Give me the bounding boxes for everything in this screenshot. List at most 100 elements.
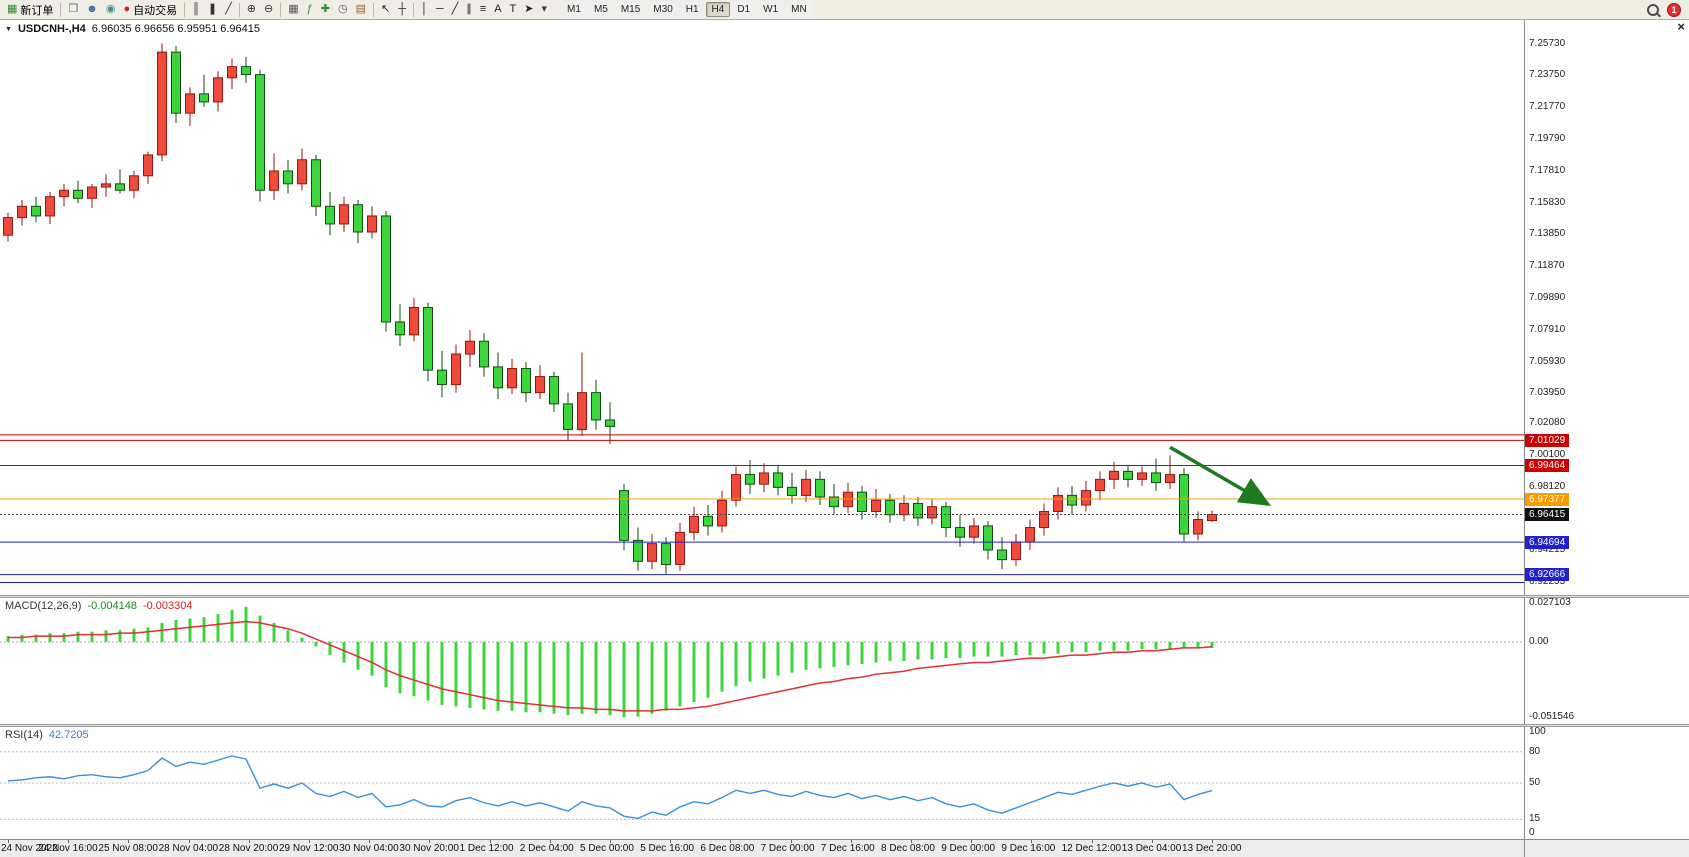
arrows-tool-icon: ➤: [524, 3, 534, 15]
time-label: 5 Dec 00:00: [580, 843, 634, 854]
time-label: 7 Dec 16:00: [820, 843, 875, 854]
chart-close-icon[interactable]: ×: [1677, 19, 1685, 34]
main-chart-canvas[interactable]: [0, 20, 1524, 595]
price-tick-label: 7.00100: [1529, 449, 1566, 461]
price-tick-label: 7.05930: [1529, 355, 1566, 367]
time-label: 2 Dec 04:00: [519, 843, 574, 854]
time-label: 30 Nov 20:00: [399, 843, 459, 854]
time-tick: [1031, 840, 1033, 843]
timeframe-m1[interactable]: M1: [561, 2, 587, 17]
time-tick: [911, 840, 912, 843]
indicators-button[interactable]: ƒ: [303, 1, 317, 18]
timeframe-h1[interactable]: H1: [679, 2, 705, 17]
channel-button[interactable]: ∥: [462, 1, 476, 18]
time-tick: [8, 840, 9, 843]
time-label: 13 Dec 04:00: [1121, 843, 1182, 854]
price-level-badge: 6.99464: [1525, 458, 1570, 472]
zoom-in-button[interactable]: ⊕: [243, 1, 260, 18]
macd-canvas[interactable]: [0, 598, 1524, 724]
new-order-button-label: 新订单: [20, 4, 54, 17]
timeframe-d1[interactable]: D1: [731, 2, 757, 17]
macd-row: MACD(12,26,9) -0.004148 -0.003304 0.0271…: [0, 598, 1689, 724]
cursor-icon: ↖: [380, 3, 391, 15]
time-tick: [188, 840, 190, 843]
chart-title: ▼ USDCNH-,H4 6.96035 6.96656 6.95951 6.9…: [5, 23, 260, 35]
trendline-button[interactable]: ╱: [448, 1, 463, 18]
chart-window-icon: ❐: [68, 3, 79, 15]
price-tick-label: 7.21770: [1529, 101, 1566, 113]
price-level-badge: 6.94694: [1525, 535, 1570, 549]
text-label-button[interactable]: T: [506, 1, 521, 18]
notification-badge[interactable]: 1: [1667, 2, 1681, 17]
rsi-tick-label: 100: [1529, 727, 1546, 737]
time-tick: [128, 840, 130, 843]
rsi-plot[interactable]: RSI(14) 42.7205: [0, 727, 1524, 839]
macd-plot[interactable]: MACD(12,26,9) -0.004148 -0.003304: [0, 598, 1524, 724]
price-level-badge: 6.97377: [1525, 492, 1570, 506]
time-label: 12 Dec 12:00: [1061, 843, 1122, 854]
objects-dropdown-button[interactable]: ▾: [538, 1, 552, 18]
timeframe-h4[interactable]: H4: [705, 2, 731, 17]
auto-trading-icon: ●: [123, 3, 131, 15]
time-label: 8 Dec 08:00: [881, 843, 935, 854]
timeframe-m15[interactable]: M15: [614, 2, 647, 17]
trendline-icon: ╱: [451, 3, 459, 15]
chevron-down-icon: ▾: [541, 3, 548, 15]
price-tick-label: 7.11870: [1529, 260, 1565, 272]
toolbar-separator: [184, 2, 186, 17]
text-button[interactable]: A: [490, 1, 505, 18]
panel-splitter[interactable]: [0, 724, 1689, 727]
panel-splitter[interactable]: [0, 595, 1689, 598]
new-order-button[interactable]: ▦ 新订单: [3, 1, 57, 18]
timeframe-w1[interactable]: W1: [757, 2, 785, 17]
price-tick-label: 7.07910: [1529, 323, 1566, 335]
macd-scale[interactable]: 0.027103 0.00 -0.051546: [1524, 598, 1688, 724]
toolbar-right: 1: [1647, 2, 1686, 17]
toolbar-buttons: ▦ 新订单 ❐ ☻ ◉ ● 自动交易 ║ ❚ ╱ ⊕ ⊖ ▦ ƒ ✚ ◷ ▤ ↖ ┼ │ ─ ╱ ∥ ≡ A T ➤ ▾: [3, 1, 551, 18]
vertical-line-button[interactable]: │: [417, 1, 432, 18]
auto-trading-button[interactable]: ● 自动交易: [119, 1, 181, 18]
time-tick: [429, 840, 431, 843]
main-chart-plot[interactable]: ▼ USDCNH-,H4 6.96035 6.96656 6.95951 6.9…: [0, 20, 1524, 595]
price-tick-label: 7.03950: [1529, 387, 1566, 399]
price-tick-label: 7.19790: [1529, 133, 1566, 144]
search-icon[interactable]: [1647, 3, 1659, 16]
line-chart-icon: ╱: [225, 3, 232, 15]
zoom-in-icon: ⊕: [246, 3, 256, 15]
price-tick-label: 7.15830: [1529, 196, 1566, 208]
crosshair-button[interactable]: ┼: [394, 1, 410, 18]
macd-label: MACD(12,26,9) -0.004148 -0.003304: [5, 600, 193, 612]
candlestick-chart-button[interactable]: ❚: [204, 1, 221, 18]
price-scale[interactable]: 7.25730 7.23750 7.21770 7.19790 7.17810 7.158…: [1524, 20, 1688, 595]
arrows-tool-button[interactable]: ➤: [520, 1, 537, 18]
time-label: 13 Dec 20:00: [1182, 843, 1242, 854]
price-tick-label: 7.17810: [1529, 164, 1566, 176]
line-chart-button[interactable]: ╱: [221, 1, 236, 18]
profiles-button[interactable]: ☻: [82, 1, 102, 18]
chart-dropdown-icon[interactable]: ▼: [5, 25, 12, 33]
bar-chart-button[interactable]: ║: [188, 1, 204, 18]
time-tick: [248, 840, 250, 843]
time-axis[interactable]: 24 Nov 2022 24 Nov 16:00 25 Nov 08:00 28 No…: [0, 840, 1524, 857]
price-tick-label: 7.23750: [1529, 69, 1566, 81]
cursor-button[interactable]: ↖: [377, 1, 394, 18]
horizontal-line-button[interactable]: ─: [432, 1, 448, 18]
timeframe-mn[interactable]: MN: [785, 2, 813, 17]
timeframe-m5[interactable]: M5: [587, 2, 614, 17]
fibonacci-button[interactable]: ≡: [476, 1, 490, 18]
templates-button[interactable]: ▤: [352, 1, 370, 18]
chart-window-button[interactable]: ❐: [64, 1, 82, 18]
time-tick: [309, 840, 310, 843]
zoom-out-button[interactable]: ⊖: [260, 1, 277, 18]
rsi-tick-label: 50: [1529, 777, 1541, 788]
periods-button[interactable]: ◷: [334, 1, 352, 18]
rsi-canvas[interactable]: [0, 727, 1524, 839]
timeframe-m30[interactable]: M30: [647, 2, 679, 17]
data-window-button[interactable]: ◉: [102, 1, 120, 18]
time-label: 25 Nov 08:00: [98, 843, 158, 854]
rsi-scale[interactable]: 100 80 50 15 0: [1524, 727, 1688, 839]
tile-windows-button[interactable]: ▦: [284, 1, 302, 18]
add-indicator-icon: ✚: [320, 3, 330, 15]
rsi-value: 42.7205: [48, 729, 89, 741]
add-indicator-button[interactable]: ✚: [317, 1, 334, 18]
